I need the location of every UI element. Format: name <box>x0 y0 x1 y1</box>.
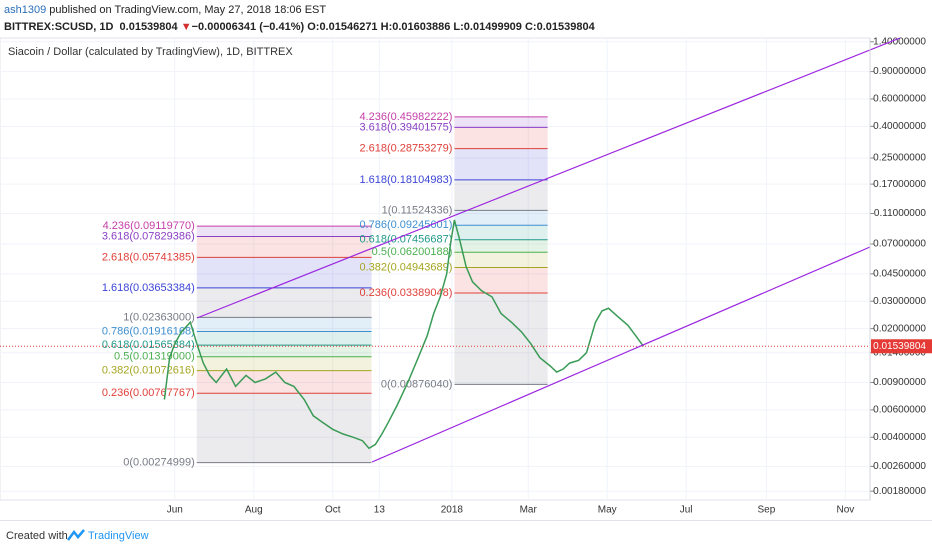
fib-zone <box>454 116 548 128</box>
author[interactable]: ash1309 <box>4 4 47 16</box>
x-tick-label: Aug <box>245 505 263 516</box>
chart-title: Siacoin / Dollar (calculated by TradingV… <box>8 46 293 58</box>
open: O:0.01546271 <box>307 21 378 33</box>
price: 0.01539804 <box>119 21 178 33</box>
y-tick-label: 0.60000000 <box>873 94 926 105</box>
fib-zone <box>196 226 372 237</box>
x-tick-label: Mar <box>520 505 538 516</box>
fib-label: 0.5(0.06200188) <box>372 246 453 258</box>
fib-label: 0.382(0.01072616) <box>102 365 195 377</box>
fib-label: 0.618(0.01565384) <box>102 339 195 351</box>
fib-label: 0(0.00274999) <box>123 456 195 468</box>
fib-label: 1.618(0.18104983) <box>359 174 452 186</box>
chart: Siacoin / Dollar (calculated by TradingV… <box>0 36 932 516</box>
plot-area <box>0 37 871 501</box>
low: L:0.01499909 <box>453 21 522 33</box>
fib-label: 3.618(0.39401575) <box>359 121 452 133</box>
fib-label: 0.786(0.01916168) <box>102 325 195 337</box>
y-tick-label: 0.04500000 <box>873 268 926 279</box>
header: ash1309 published on TradingView.com, Ma… <box>0 0 932 38</box>
x-tick-label: Sep <box>758 505 776 516</box>
fib-zone <box>454 252 548 268</box>
channel-upper <box>196 37 901 319</box>
fib-label: 2.618(0.05741385) <box>102 251 195 263</box>
fib-zone <box>196 356 372 371</box>
y-tick-label: 0.00400000 <box>873 432 926 443</box>
published: published on TradingView.com, May 27, 20… <box>49 4 327 16</box>
change: −0.00006341 (−0.41%) <box>191 21 305 33</box>
fib-zone <box>454 210 548 226</box>
fib-label: 1(0.02363000) <box>123 311 195 323</box>
fib-label: 0.236(0.03389048) <box>359 287 452 299</box>
fib-label: 0.236(0.00767767) <box>102 387 195 399</box>
fib-label: 1.618(0.03653384) <box>102 282 195 294</box>
y-tick-label: 1.40000000 <box>873 36 926 47</box>
brand[interactable]: TradingView <box>88 530 149 542</box>
fib-label: 0.382(0.04943689) <box>359 261 452 273</box>
x-tick-label: Nov <box>837 505 855 516</box>
fib-zone <box>454 225 548 240</box>
y-tick-label: 0.07000000 <box>873 239 926 250</box>
x-tick-label: Jul <box>680 505 693 516</box>
y-tick-label: 0.03000000 <box>873 296 926 307</box>
fib-label: 0.5(0.01319000) <box>114 351 195 363</box>
y-tick-label: 0.00600000 <box>873 405 926 416</box>
footer: Created with TradingView <box>0 520 932 551</box>
fib-label: 0.618(0.07456687) <box>359 234 452 246</box>
close: C:0.01539804 <box>524 21 595 33</box>
last-price-box <box>871 339 932 354</box>
y-tick-label: 0.40000000 <box>873 121 926 132</box>
fib-zone <box>454 267 548 294</box>
y-tick-label: 0.90000000 <box>873 66 926 77</box>
fib-label: 3.618(0.07829386) <box>102 230 195 242</box>
fib-zone <box>454 239 548 253</box>
price-line <box>163 219 645 450</box>
logo <box>67 529 85 541</box>
y-tick-label: 0.17000000 <box>873 179 926 190</box>
y-tick-label: 0.11000000 <box>874 208 927 219</box>
y-tick-label: 0.00180000 <box>873 486 926 497</box>
x-tick-label: May <box>598 505 617 516</box>
fib-zone <box>196 317 372 332</box>
fib-label: 4.236(0.09119770) <box>103 220 195 232</box>
fib-zone <box>454 127 548 149</box>
fib-zone <box>196 287 372 318</box>
fib-zone <box>454 148 548 180</box>
fib-zone <box>196 393 372 463</box>
fib-label: 0(0.00876040) <box>381 378 453 390</box>
y-tick-label: 0.02000000 <box>873 323 926 334</box>
created-with: Created with <box>6 530 68 542</box>
high: H:0.01603886 <box>380 21 451 33</box>
fib-label: 2.618(0.28753279) <box>359 143 452 155</box>
fib-zone <box>196 236 372 258</box>
x-tick-label: 2018 <box>441 505 464 516</box>
arrow: ▼ <box>180 21 192 33</box>
fib-zone <box>196 331 372 346</box>
y-tick-label: 0.00260000 <box>873 461 926 472</box>
fib-label: 1(0.11524336) <box>382 204 453 216</box>
y-tick-label: 0.25000000 <box>873 153 926 164</box>
x-tick-label: Oct <box>325 505 341 516</box>
fib-zone <box>196 345 372 357</box>
last-price-label: 0.01539804 <box>873 341 926 352</box>
symbol: BITTREX:SCUSD, 1D <box>4 21 114 33</box>
x-tick-label: Jun <box>167 505 183 516</box>
fib-label: 4.236(0.45982222) <box>359 111 452 123</box>
x-tick-label: 13 <box>374 505 386 516</box>
fib-zone <box>454 293 548 385</box>
channel-lower <box>371 246 871 463</box>
fib-label: 0.786(0.09245601) <box>359 219 452 231</box>
y-tick-label: 0.00900000 <box>873 377 926 388</box>
